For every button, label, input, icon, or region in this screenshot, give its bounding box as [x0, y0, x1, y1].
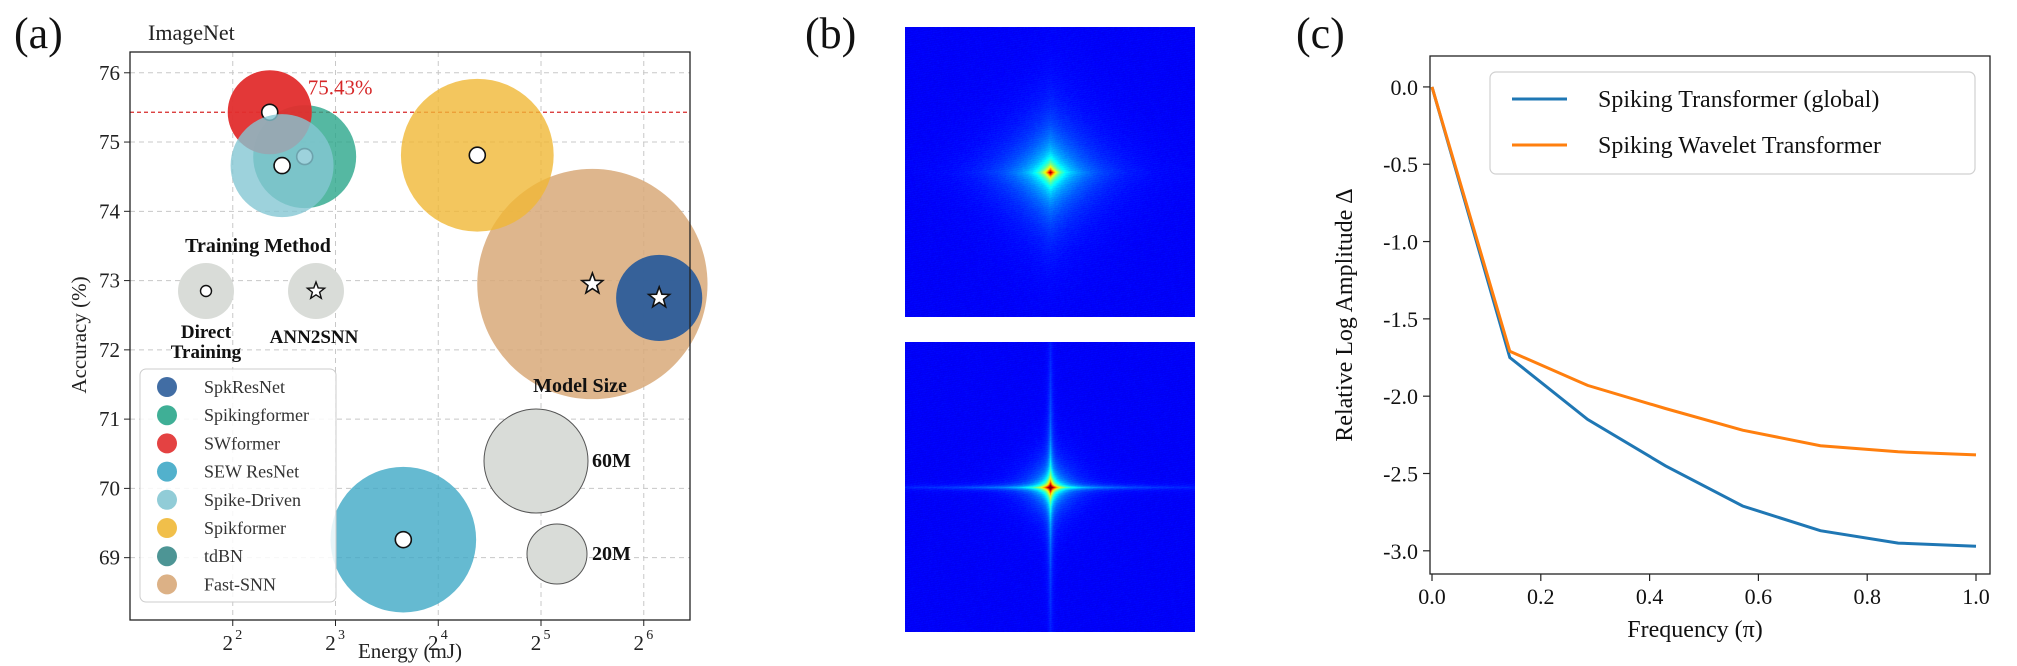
- model-size-title: Model Size: [533, 375, 627, 397]
- panel-c-letter: (c): [1296, 9, 1345, 58]
- legend-label-sew-resnet: SEW ResNet: [204, 462, 299, 482]
- model-size-60m-bubble: [483, 408, 589, 514]
- y-tick-label: 70: [99, 476, 120, 500]
- x-tick-label: 2: [325, 631, 336, 655]
- x-tick-superscript: 6: [646, 628, 653, 643]
- y-tick-label: 69: [99, 546, 120, 570]
- x-tick-superscript: 3: [338, 628, 345, 643]
- x-tick-label: 0.2: [1527, 584, 1555, 609]
- legend-label-spikformer: Spikformer: [204, 518, 286, 538]
- reference-line-label: 75.43%: [308, 75, 373, 99]
- chart-c-frame: [1429, 55, 1991, 575]
- legend-label-tdbn: tdBN: [204, 546, 243, 566]
- training-method-title: Training Method: [185, 235, 331, 257]
- series-line-spiking-wavelet-transformer: [1430, 86, 1977, 457]
- model-size-20m-bubble: [526, 523, 588, 585]
- method-legend-box: [139, 368, 337, 603]
- legend-label-spiking-wavelet-transformer: Spiking Wavelet Transformer: [1598, 133, 1881, 159]
- x-tick-label: 2: [223, 631, 234, 655]
- legend-label-spike-driven: Spike-Driven: [204, 490, 301, 510]
- legend-label-spikingformer: Spikingformer: [204, 405, 309, 425]
- chart-c-line-plot: Frequency (π) Relative Log Amplitude Δ 0…: [1332, 55, 1991, 643]
- center-marker-spike-driven: [273, 156, 291, 175]
- chart-a-xlabel: Energy (mJ): [358, 639, 462, 663]
- legend-swatch-swformer: [157, 433, 177, 454]
- center-marker-spikformer: [468, 146, 487, 165]
- x-tick-superscript: 5: [544, 628, 551, 643]
- y-tick-label: -2.5: [1383, 461, 1418, 486]
- y-tick-label: 72: [99, 338, 120, 362]
- y-tick-label: -3.0: [1383, 539, 1418, 564]
- legend-swatch-spike-driven: [157, 489, 177, 510]
- chart-a-frame: [129, 51, 691, 621]
- y-tick-label: 76: [99, 61, 120, 85]
- x-tick-label: 0.0: [1418, 584, 1446, 609]
- y-tick-label: 75: [99, 130, 120, 154]
- legend-label-fast-snn: Fast-SNN: [204, 574, 276, 594]
- x-tick-label: 0.8: [1853, 584, 1881, 609]
- ann2snn-marker: [305, 279, 327, 300]
- series-line-spiking-transformer-global: [1430, 86, 1977, 548]
- x-tick-label: 1.0: [1962, 584, 1990, 609]
- chart-c-xlabel: Frequency (π): [1627, 617, 1762, 643]
- y-tick-label: 71: [99, 407, 120, 431]
- y-tick-label: -0.5: [1383, 152, 1418, 177]
- y-tick-label: -1.0: [1383, 230, 1418, 255]
- direct-training-label-2: Training: [171, 342, 242, 363]
- x-tick-label: 0.6: [1745, 584, 1773, 609]
- star-marker-fast-snn: [579, 270, 605, 295]
- chart-a-ylabel: Accuracy (%): [67, 276, 91, 393]
- chart-c-ylabel: Relative Log Amplitude Δ: [1332, 188, 1358, 441]
- x-tick-label: 0.4: [1636, 584, 1664, 609]
- model-size-20m-label: 20M: [592, 543, 631, 565]
- legend-swatch-fast-snn: [157, 574, 177, 595]
- center-marker-sew-resnet: [394, 530, 413, 549]
- y-tick-label: -1.5: [1383, 307, 1418, 332]
- legend-swatch-spikformer: [157, 518, 177, 538]
- chart-c-legend-box: [1489, 71, 1976, 175]
- y-tick-label: 73: [99, 269, 120, 293]
- panel-a-letter: (a): [14, 9, 63, 58]
- chart-a-bubble-plot: ImageNet Energy (mJ) Accuracy (%) 75.43%…: [67, 20, 708, 663]
- ann2snn-label: ANN2SNN: [270, 327, 359, 348]
- model-size-60m-label: 60M: [592, 450, 631, 472]
- legend-swatch-tdbn: [157, 546, 177, 567]
- star-marker-spkresnet: [646, 284, 672, 309]
- legend-swatch-spikingformer: [157, 405, 177, 426]
- x-tick-superscript: 2: [235, 628, 242, 643]
- legend-label-spkresnet: SpkResNet: [204, 377, 285, 397]
- chart-a-title: ImageNet: [148, 20, 235, 45]
- x-tick-label: 2: [531, 631, 542, 655]
- legend-swatch-sew-resnet: [157, 461, 177, 482]
- legend-swatch-spkresnet: [157, 377, 177, 397]
- y-tick-label: 74: [99, 199, 121, 223]
- heatmap-wavelet: [905, 342, 1195, 632]
- legend-label-spiking-transformer-global: Spiking Transformer (global): [1598, 87, 1879, 113]
- direct-training-marker: [199, 284, 213, 298]
- x-tick-superscript: 4: [441, 628, 448, 643]
- legend-label-swformer: SWformer: [204, 433, 280, 453]
- y-tick-label: -2.0: [1383, 384, 1418, 409]
- x-tick-label: 2: [634, 631, 645, 655]
- y-tick-label: 0.0: [1391, 75, 1419, 100]
- direct-training-label-1: Direct: [181, 322, 232, 343]
- heatmap-global: [905, 27, 1195, 317]
- x-tick-label: 2: [428, 631, 439, 655]
- panel-b-letter: (b): [805, 9, 857, 58]
